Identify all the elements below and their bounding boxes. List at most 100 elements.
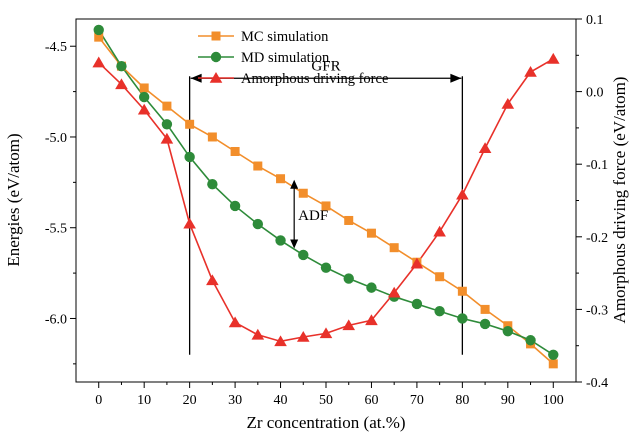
y-axis-right-title: Amorphous driving force (eV/atom): [610, 77, 629, 324]
data-point-s2-13: [387, 286, 401, 298]
data-point-s0-3: [162, 101, 172, 111]
adf-label: ADF: [298, 208, 328, 224]
data-point-s0-0: [94, 32, 104, 42]
data-point-s1-12: [366, 282, 377, 293]
data-point-s0-13: [389, 243, 399, 253]
data-point-s1-4: [184, 151, 195, 163]
legend-label-2: Amorphous driving force: [241, 71, 388, 87]
y-left-tick-label-3: -4.5: [45, 40, 67, 55]
data-point-s1-0: [93, 24, 104, 36]
data-point-s0-6: [230, 146, 240, 156]
data-point-s2-10: [319, 327, 333, 339]
x-tick-label-8: 80: [455, 393, 469, 408]
data-point-s2-0: [92, 56, 106, 68]
gfr-arrowhead-right: [450, 73, 462, 83]
x-axis-title: Zr concentration (at.%): [246, 413, 405, 432]
data-point-s2-17: [478, 142, 492, 154]
data-point-s0-16: [457, 286, 467, 296]
y-right-tick-label-1: -0.3: [586, 303, 608, 318]
data-point-s1-2: [138, 91, 150, 103]
data-point-s1-1: [116, 60, 127, 72]
data-point-s1-3: [161, 119, 173, 130]
x-tick-label-3: 30: [228, 393, 242, 408]
data-point-s1-9: [298, 249, 309, 261]
x-tick-label-1: 10: [137, 393, 151, 408]
legend-label-1: MD simulation: [241, 50, 330, 66]
data-point-s0-20: [548, 359, 558, 369]
data-point-s0-7: [253, 161, 263, 171]
data-point-s0-2: [139, 83, 149, 93]
data-point-s2-3: [160, 132, 174, 144]
data-point-s2-8: [274, 335, 287, 347]
data-point-s1-19: [525, 335, 536, 346]
y-right-tick-label-4: 0.0: [586, 86, 604, 101]
x-tick-label-5: 50: [319, 393, 333, 408]
y-right-tick-label-3: -0.1: [586, 158, 608, 173]
y-axis-left-title: Energies (eV/atom): [4, 133, 23, 266]
data-point-s2-9: [296, 330, 310, 342]
y-left-tick-label-1: -5.5: [45, 222, 67, 237]
adf-arrowhead-up: [290, 179, 299, 189]
data-point-s2-18: [501, 97, 515, 109]
y-right-tick-label-5: 0.1: [586, 13, 604, 28]
data-point-s0-4: [185, 119, 195, 129]
y-right-tick-label-0: -0.4: [586, 376, 608, 391]
data-point-s2-1: [115, 78, 128, 90]
data-point-s2-5: [206, 274, 219, 286]
annotations: GFR ADF: [188, 58, 464, 355]
axes: 0 10 20 30 40 50 60 70 80 90 100 -6.0 -5.5 -5.0 -4.5 -0…: [45, 13, 608, 408]
data-point-s1-11: [343, 273, 354, 284]
data-point-s1-20: [548, 349, 559, 360]
legend-marker-1: [210, 51, 222, 63]
y-left-tick-label-0: -6.0: [45, 312, 67, 327]
data-point-s2-12: [365, 314, 378, 326]
data-point-s1-8: [275, 235, 286, 246]
data-point-s0-5: [207, 132, 217, 142]
series-markers: [92, 24, 560, 369]
x-tick-label-2: 20: [183, 393, 197, 408]
x-tick-label-6: 60: [364, 393, 378, 408]
legend-label-0: MC simulation: [241, 29, 329, 45]
data-point-s1-6: [229, 200, 241, 212]
data-point-s1-16: [457, 313, 468, 324]
data-point-s2-4: [183, 217, 196, 229]
data-point-s2-14: [410, 257, 424, 269]
data-point-s2-20: [546, 52, 560, 64]
data-point-s2-16: [456, 188, 469, 200]
data-point-s1-18: [502, 325, 514, 337]
y-right-tick-label-2: -0.2: [586, 231, 608, 246]
data-point-s2-11: [342, 319, 356, 331]
data-point-s1-15: [434, 306, 445, 317]
data-point-s0-10: [321, 201, 331, 211]
data-point-s1-7: [252, 218, 264, 230]
data-point-s1-17: [479, 318, 491, 330]
data-point-s0-8: [276, 174, 286, 184]
legend-marker-0: [211, 31, 221, 41]
data-point-s2-7: [251, 328, 265, 340]
data-point-s2-6: [228, 316, 242, 328]
data-point-s1-14: [411, 298, 423, 310]
x-tick-label-7: 70: [410, 393, 424, 408]
series-line-2: [98, 58, 554, 343]
y-left-tick-label-2: -5.0: [45, 131, 67, 146]
data-point-s0-15: [435, 272, 445, 282]
data-point-s2-15: [433, 225, 446, 237]
legend: MC simulation MD simulation Amorphous driv…: [198, 29, 388, 87]
data-point-s0-9: [298, 188, 308, 198]
gfr-label: GFR: [311, 58, 340, 74]
x-tick-label-9: 90: [501, 393, 515, 408]
data-point-s0-11: [344, 215, 354, 225]
adf-arrowhead-down: [290, 239, 299, 249]
x-tick-label-10: 100: [543, 393, 564, 408]
data-point-s1-10: [320, 262, 332, 273]
data-point-s0-18: [503, 321, 513, 331]
legend-marker-2: [209, 72, 223, 83]
data-point-s1-5: [207, 178, 218, 190]
x-tick-label-0: 0: [95, 393, 102, 408]
data-point-s0-17: [480, 304, 490, 314]
data-point-s2-19: [524, 65, 537, 77]
data-point-s2-2: [137, 103, 151, 115]
x-tick-label-4: 40: [274, 393, 288, 408]
